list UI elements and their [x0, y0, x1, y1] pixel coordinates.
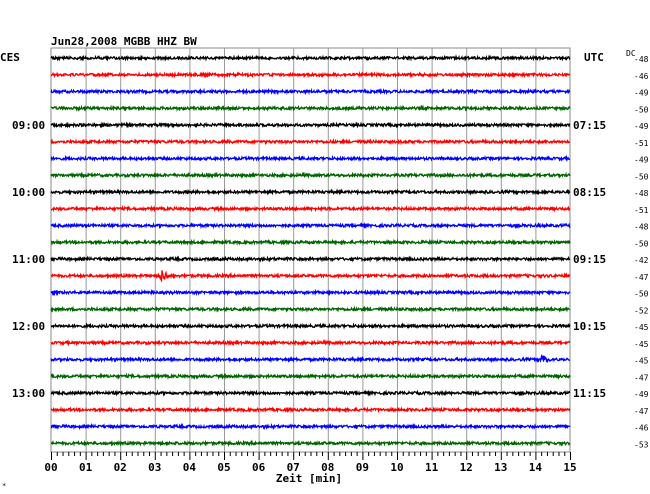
x-tick-label-00: 00: [44, 461, 57, 474]
footer-mark: *: [2, 482, 6, 490]
trace-4: [50, 121, 571, 129]
right-time-label-2: 09:15: [573, 253, 606, 266]
dc-offset-11: -50: [634, 239, 649, 248]
trace-0: [50, 54, 571, 62]
dc-offset-8: -48: [634, 189, 649, 198]
traces: [50, 54, 571, 447]
x-tick-label-14: 14: [529, 461, 543, 474]
x-tick-label-12: 12: [460, 461, 473, 474]
dc-offset-23: -53: [634, 440, 649, 449]
x-tick-label-06: 06: [252, 461, 266, 474]
dc-offset-6: -49: [634, 156, 649, 165]
left-zone-label: CES: [0, 51, 20, 64]
dc-offset-17: -45: [634, 340, 649, 349]
trace-11: [50, 238, 571, 247]
x-tick-label-05: 05: [217, 461, 230, 474]
trace-20: [50, 389, 571, 397]
x-tick-label-15: 15: [563, 461, 576, 474]
trace-12: [50, 255, 571, 263]
dc-offset-19: -47: [634, 373, 649, 382]
right-time-label-3: 10:15: [573, 320, 606, 333]
x-tick-label-03: 03: [148, 461, 161, 474]
x-tick-label-08: 08: [321, 461, 334, 474]
x-tick-label-13: 13: [494, 461, 507, 474]
trace-9: [50, 204, 571, 213]
trace-6: [50, 154, 571, 163]
left-time-label-2: 11:00: [12, 253, 45, 266]
right-time-label-1: 08:15: [573, 186, 606, 199]
dc-offset-12: -42: [634, 256, 649, 265]
x-tick-label-09: 09: [356, 461, 369, 474]
trace-7: [50, 171, 571, 180]
trace-10: [50, 221, 571, 230]
trace-14: [50, 288, 571, 297]
right-time-label-4: 11:15: [573, 387, 606, 400]
dc-offset-3: -50: [634, 105, 649, 114]
dc-offset-0: -48: [634, 55, 649, 64]
dc-offset-10: -48: [634, 223, 649, 232]
trace-2: [50, 87, 571, 96]
trace-1: [50, 70, 571, 79]
x-tick-label-01: 01: [79, 461, 93, 474]
x-tick-label-10: 10: [390, 461, 403, 474]
trace-21: [50, 405, 571, 414]
trace-16: [50, 322, 571, 330]
x-axis-label: Zeit [min]: [276, 472, 342, 485]
dc-offset-15: -52: [634, 306, 649, 315]
x-tick-label-02: 02: [114, 461, 127, 474]
trace-18: [50, 353, 571, 364]
dc-offset-21: -47: [634, 407, 649, 416]
dc-label: DC: [626, 49, 636, 58]
trace-8: [50, 188, 571, 196]
dc-offset-9: -51: [634, 206, 649, 215]
trace-23: [50, 439, 571, 447]
left-time-label-3: 12:00: [12, 320, 45, 333]
x-tick-label-04: 04: [183, 461, 197, 474]
dc-offset-22: -46: [634, 424, 649, 433]
dc-offset-4: -49: [634, 122, 649, 131]
trace-5: [50, 138, 571, 146]
dc-offset-20: -49: [634, 390, 649, 399]
left-time-label-1: 10:00: [12, 186, 45, 199]
dc-offset-5: -51: [634, 139, 649, 148]
left-time-label-4: 13:00: [12, 387, 45, 400]
trace-22: [50, 422, 571, 431]
grid: [50, 47, 571, 453]
trace-17: [50, 338, 571, 347]
dc-offset-14: -50: [634, 290, 649, 299]
left-time-label-0: 09:00: [12, 119, 45, 132]
chart-title: Jun28,2008 MGBB HHZ BW: [51, 35, 197, 48]
dc-offset-16: -45: [634, 323, 649, 332]
dc-offset-1: -46: [634, 72, 649, 81]
trace-15: [50, 305, 571, 313]
trace-13: [50, 270, 571, 283]
x-tick-label-11: 11: [425, 461, 439, 474]
dc-offset-13: -47: [634, 273, 649, 282]
dc-offset-7: -50: [634, 172, 649, 181]
trace-3: [50, 104, 571, 112]
trace-19: [50, 372, 571, 380]
dc-offset-18: -45: [634, 357, 649, 366]
right-time-label-0: 07:15: [573, 119, 606, 132]
labels: -48 -46 -49 -50 -49 -51 -49 -50 -48 -51 -48 -50 -42 -…: [0, 35, 649, 490]
x-tick-label-07: 07: [287, 461, 300, 474]
right-zone-label: UTC: [584, 51, 604, 64]
dc-offset-2: -49: [634, 89, 649, 98]
